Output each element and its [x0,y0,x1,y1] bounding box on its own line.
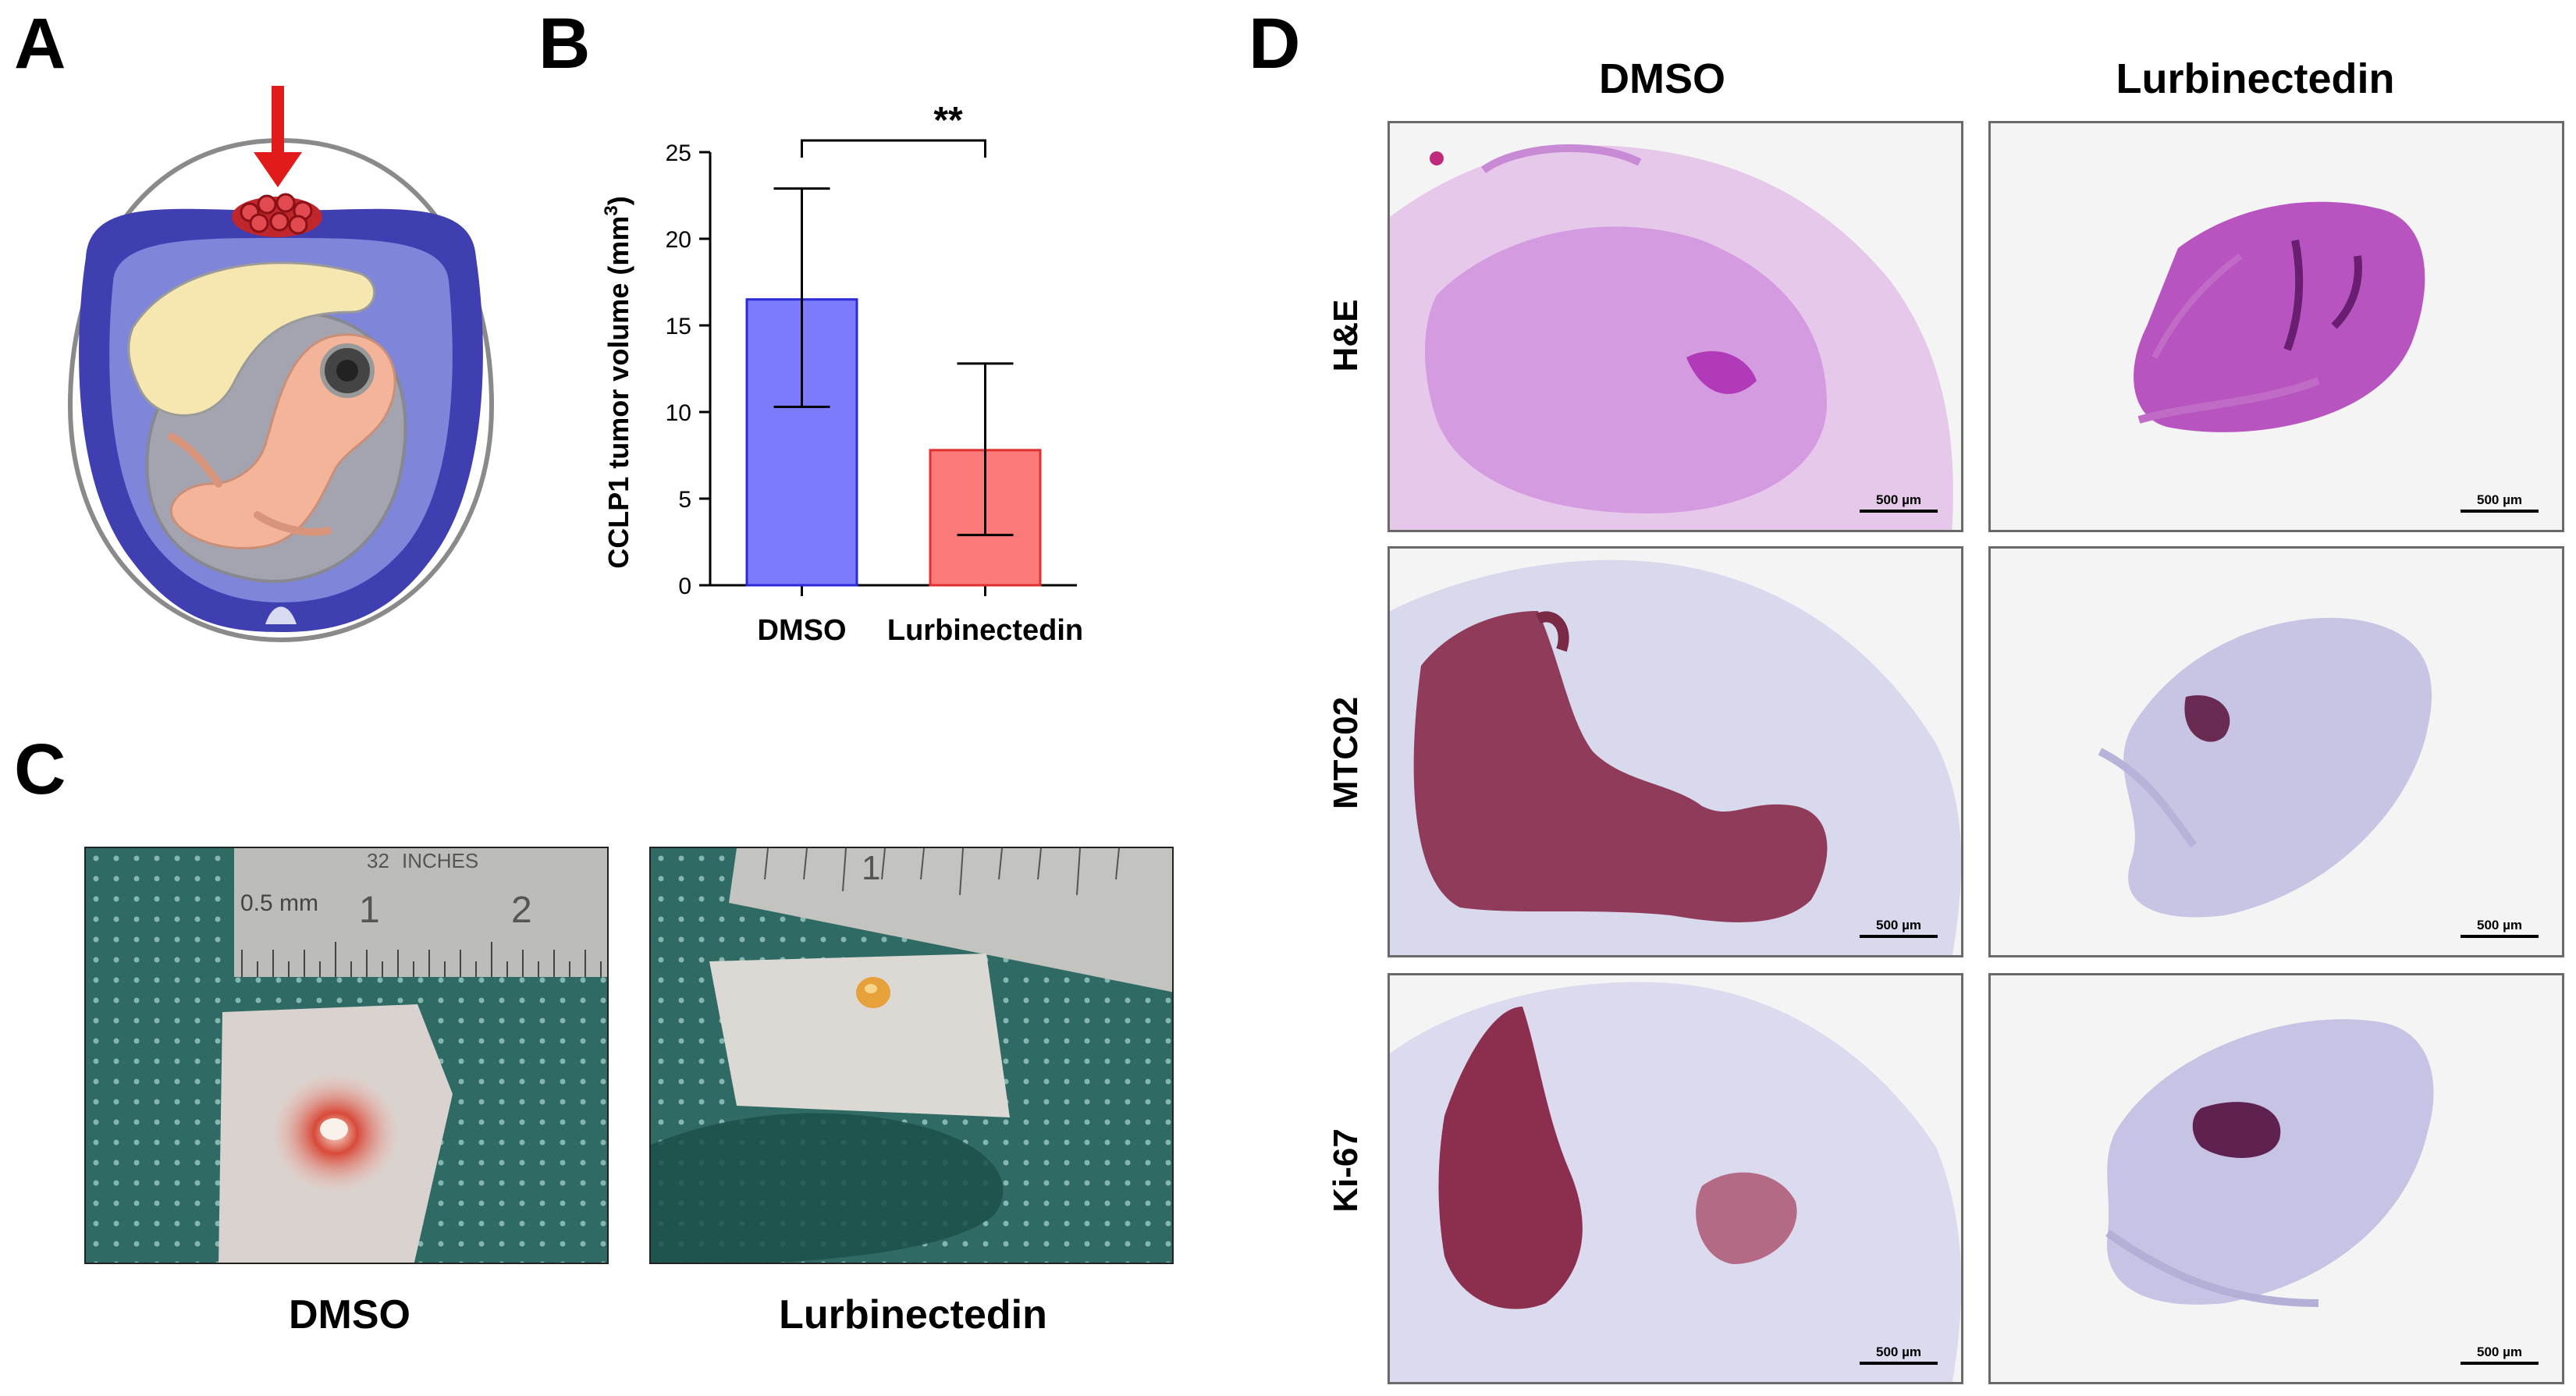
photo-dmso: 32 INCHES 0.5 mm 1 2 [84,847,609,1264]
ruler-scale: 0.5 mm [240,890,318,916]
col-header-lurbinectedin: Lurbinectedin [2116,55,2395,102]
ruler-number-1: 1 [359,890,380,931]
x-tick-label: DMSO [758,614,847,647]
row-label-mtc02: MTC02 [1327,696,1365,810]
ruler-units: INCHES [402,849,478,872]
tumor-volume-chart: 0 5 10 15 20 25 DMSO Lurbinectedin CCLP1 tumor … [601,100,1083,647]
egg-illustration [67,86,495,643]
panel-letter-d: D [1249,4,1301,83]
y-tick-label: 5 [678,487,691,513]
significance-bracket [801,139,986,158]
ruler-number-2: 2 [511,890,532,931]
scale-bar: 500 µm [1860,918,1938,938]
panel-letter-b: B [538,4,591,83]
photo-lurbinectedin: 1 [649,847,1174,1264]
histology-mtc02-dmso: 500 µm [1387,546,1963,957]
x-tick-label: Lurbinectedin [887,614,1083,647]
y-axis-label: CCLP1 tumor volume (mm3) [601,196,634,568]
y-tick-label: 20 [666,227,691,253]
scale-bar: 500 µm [2461,492,2539,513]
histology-mtc02-lurbinectedin: 500 µm [1988,546,2564,957]
col-header-dmso: DMSO [1599,55,1725,102]
caption-lurbinectedin: Lurbinectedin [779,1292,1047,1337]
panel-letter-c: C [14,730,66,809]
tumor-graft [232,193,322,237]
y-tick-label: 0 [678,574,691,599]
row-label-he: H&E [1327,299,1365,372]
row-label-ki67: Ki-67 [1327,1128,1365,1213]
scale-bar: 500 µm [1860,492,1938,513]
histology-ki67-dmso: 500 µm [1387,973,1963,1384]
panel-letter-a: A [14,4,66,83]
histology-he-dmso: 500 µm [1387,121,1963,532]
y-tick-label: 25 [666,140,691,166]
arrow-down-icon [254,86,302,187]
y-tick-label: 15 [666,314,691,339]
histology-ki67-lurbinectedin: 500 µm [1988,973,2564,1384]
significance-label: ** [933,100,963,141]
y-tick-label: 10 [666,400,691,426]
ruler-mark-32: 32 [367,849,389,872]
yolk [127,261,376,417]
scale-bar: 500 µm [2461,918,2539,938]
scale-bar: 500 µm [1860,1344,1938,1365]
caption-dmso: DMSO [289,1292,410,1337]
scale-bar: 500 µm [2461,1344,2539,1365]
ruler-number-1-right: 1 [862,849,880,887]
histology-he-lurbinectedin: 500 µm [1988,121,2564,532]
